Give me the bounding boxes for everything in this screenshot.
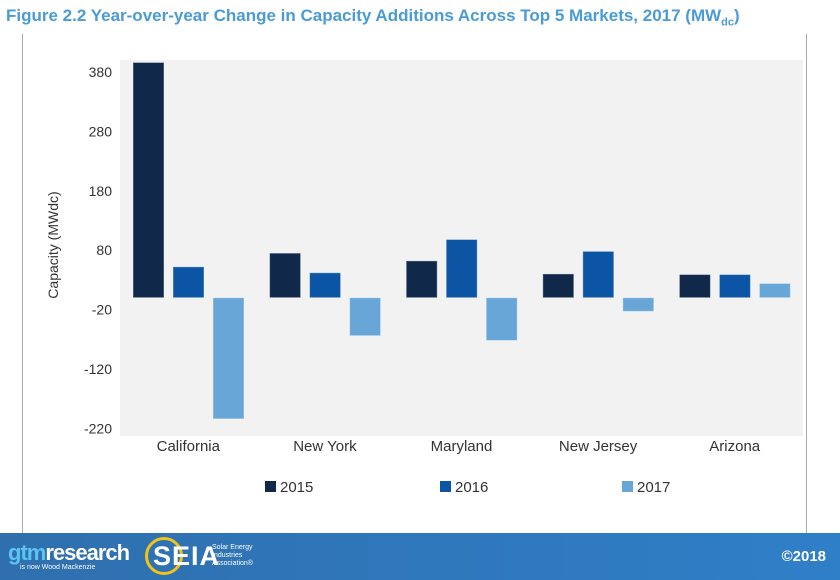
legend-label-2015: 2015 xyxy=(280,479,313,496)
y-tick-label: 80 xyxy=(96,242,112,258)
x-category-label: New York xyxy=(293,438,357,455)
y-tick-label: 380 xyxy=(89,64,113,80)
seia-sun-icon xyxy=(145,537,183,575)
bar-new-jersey-2015 xyxy=(542,273,575,299)
bar-california-2015 xyxy=(132,61,165,299)
bar-california-2017 xyxy=(212,297,245,420)
gtm-research-logo: gtmresearch xyxy=(8,540,130,565)
bar-maryland-2016 xyxy=(445,238,478,299)
seia-logo: SEIA xyxy=(153,541,221,571)
bar-arizona-2015 xyxy=(678,274,711,299)
bar-maryland-2015 xyxy=(405,260,438,299)
x-category-label: New Jersey xyxy=(559,438,638,455)
legend-label-2016: 2016 xyxy=(455,479,488,496)
legend-swatch-2016 xyxy=(440,481,451,492)
bar-new-jersey-2017 xyxy=(622,297,655,312)
seia-tagline: Solar Energy Industries Association® xyxy=(212,544,253,567)
legend-swatch-2017 xyxy=(622,481,633,492)
gtm-research-tagline: is now Wood Mackenzie xyxy=(20,564,96,571)
bar-new-jersey-2016 xyxy=(582,250,615,299)
bar-california-2016 xyxy=(172,266,205,299)
y-tick-label: -120 xyxy=(84,361,112,377)
y-tick-label: 180 xyxy=(89,183,113,199)
bar-arizona-2016 xyxy=(718,274,751,299)
bar-maryland-2017 xyxy=(485,297,518,341)
legend-swatch-2015 xyxy=(265,481,276,492)
bar-arizona-2017 xyxy=(758,282,791,299)
chart-title: Figure 2.2 Year-over-year Change in Capa… xyxy=(6,6,740,29)
bar-new-york-2015 xyxy=(269,252,302,299)
legend-label-2017: 2017 xyxy=(637,479,670,496)
x-category-label: California xyxy=(157,438,221,455)
bar-new-york-2017 xyxy=(349,297,382,337)
y-tick-label: -220 xyxy=(84,420,112,436)
bar-chart: 380 280 180 80 -20 -120 -220 Capacity (MWdc) Cal… xyxy=(45,60,803,496)
x-category-label: Maryland xyxy=(431,438,493,455)
footer-banner: gtmresearch is now Wood Mackenzie SEIA S… xyxy=(0,533,840,580)
chart-frame xyxy=(22,34,807,534)
y-tick-label: 280 xyxy=(89,123,113,139)
y-tick-label: -20 xyxy=(92,302,112,318)
x-category-label: Arizona xyxy=(709,438,761,455)
copyright: ©2018 xyxy=(781,548,826,565)
y-axis-label: Capacity (MWdc) xyxy=(45,191,61,298)
bar-new-york-2016 xyxy=(309,272,342,299)
